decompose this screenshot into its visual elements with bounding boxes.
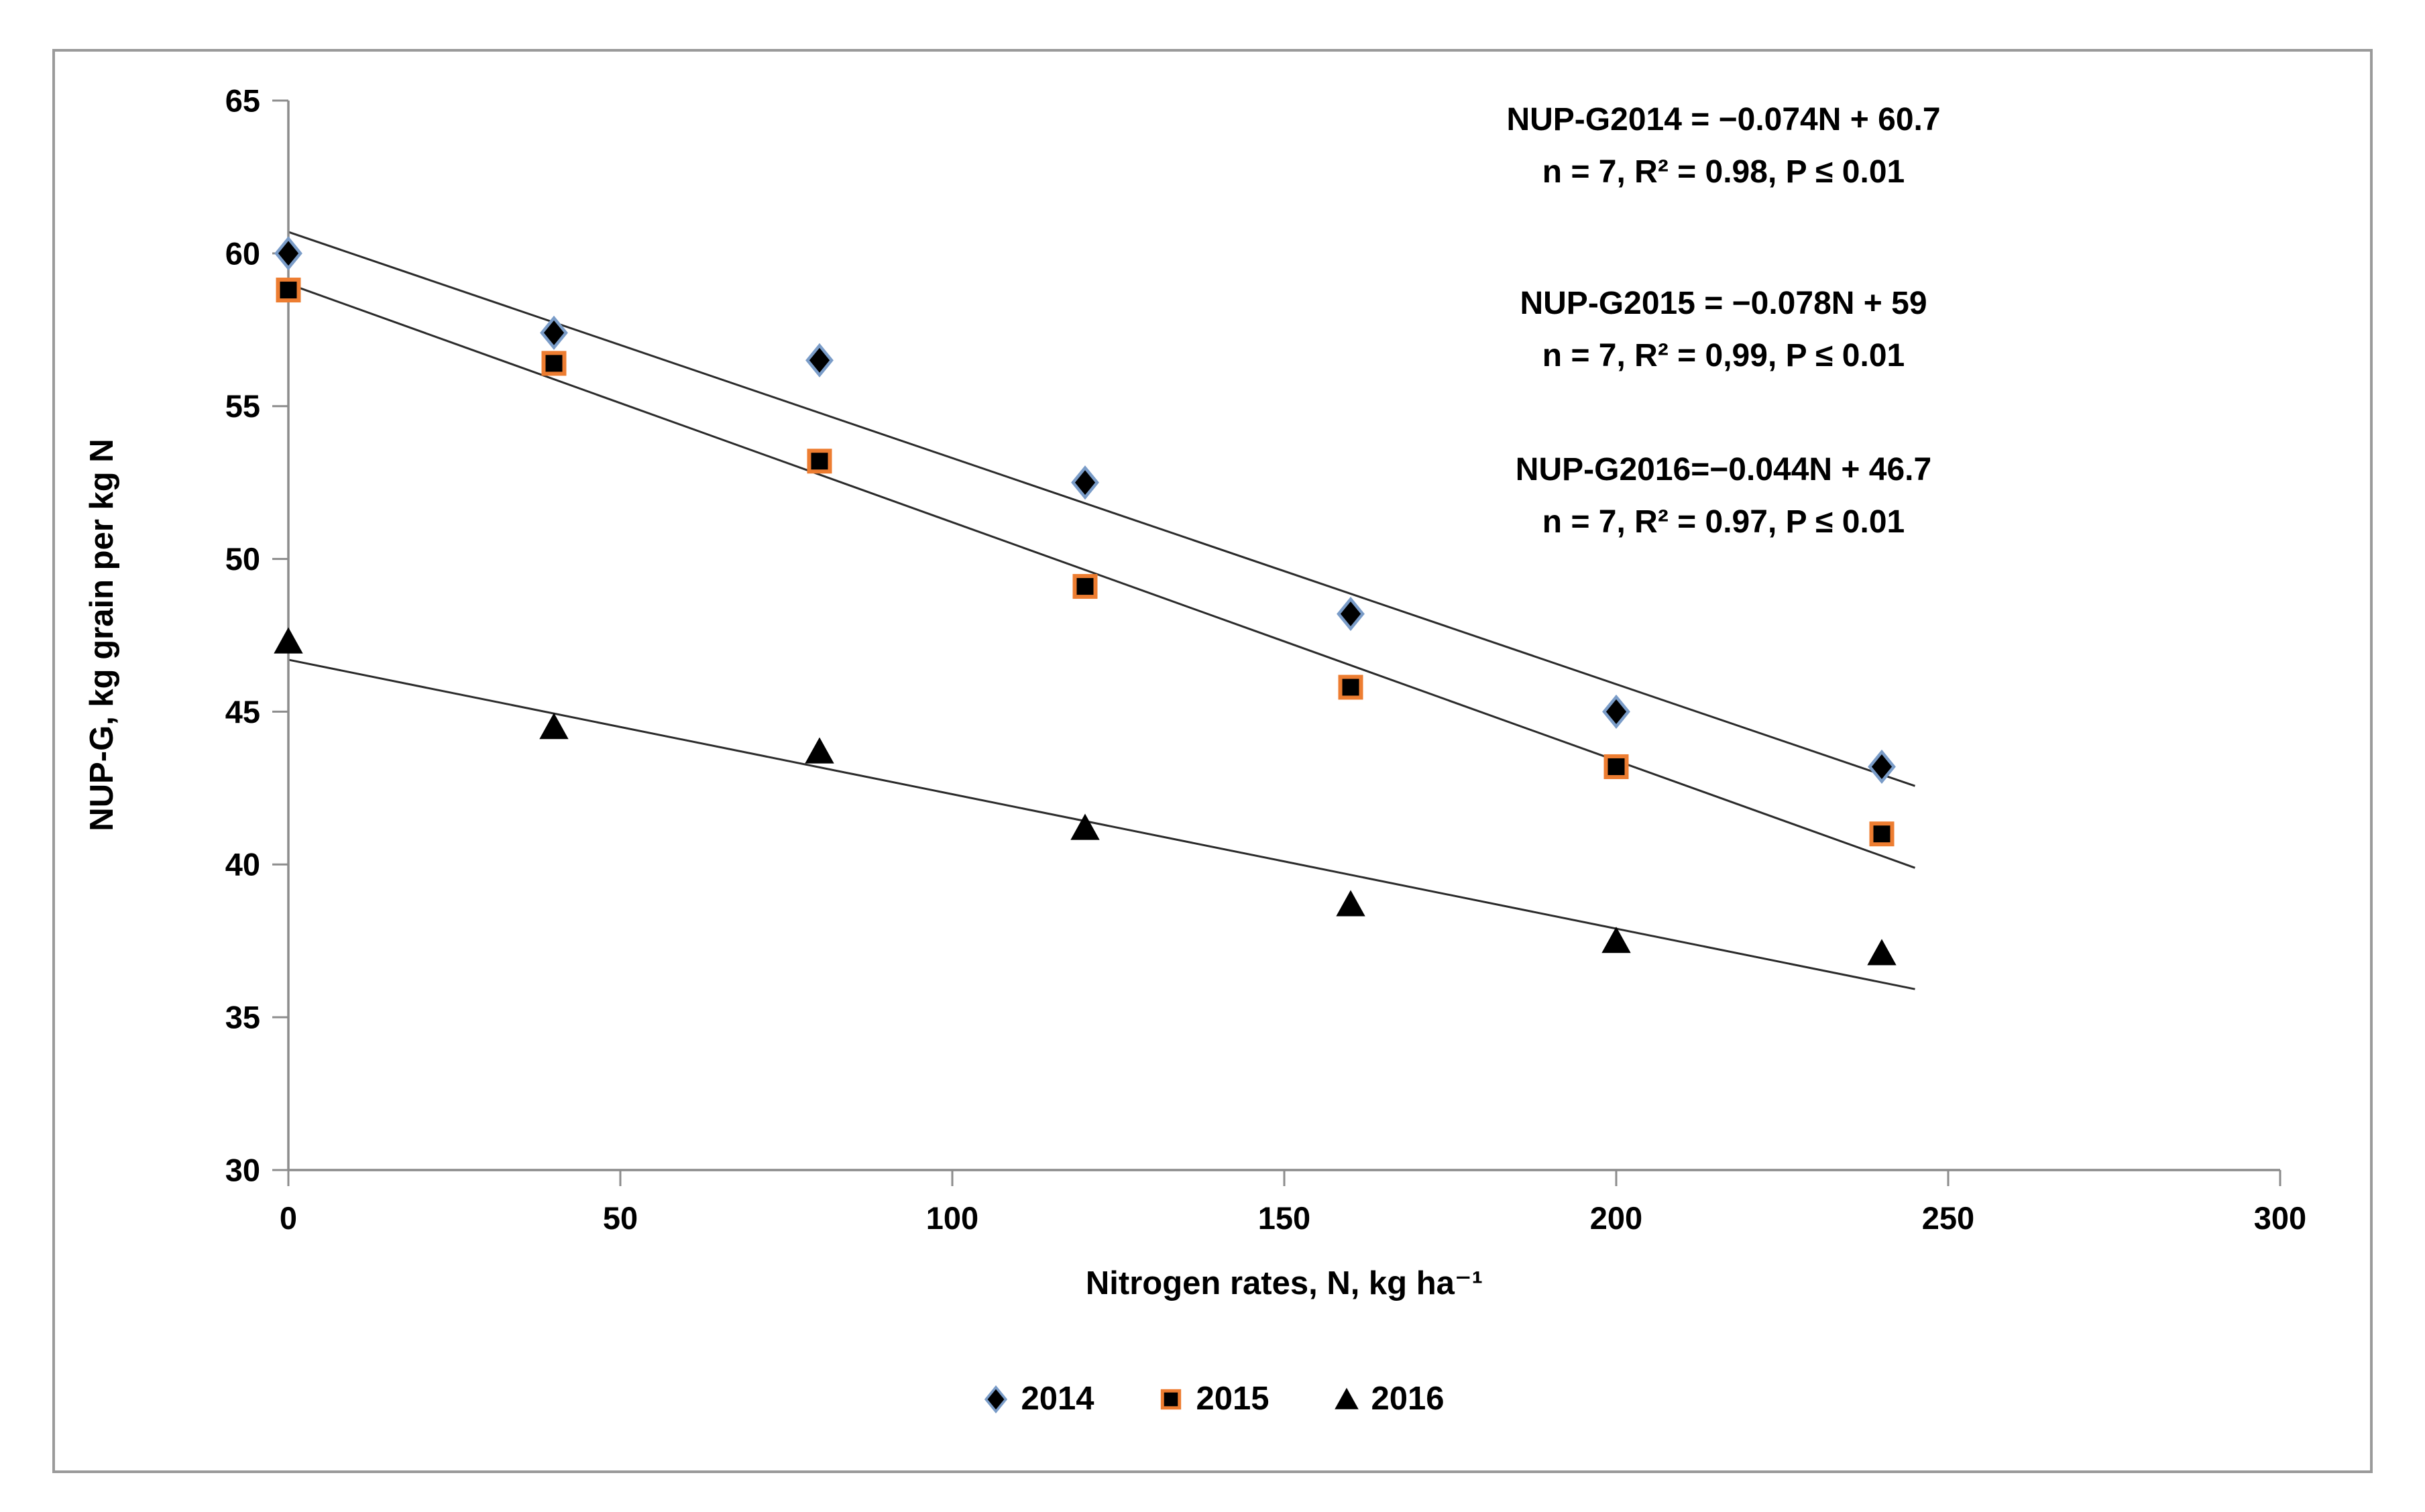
svg-text:300: 300 (2254, 1200, 2306, 1236)
svg-text:45: 45 (225, 694, 260, 730)
triangle-marker-icon (1334, 1387, 1359, 1409)
svg-text:55: 55 (225, 388, 260, 424)
svg-text:35: 35 (225, 1000, 260, 1035)
y-axis-title: NUP-G, kg grain per kg N (84, 439, 120, 831)
svg-text:150: 150 (1258, 1200, 1310, 1236)
svg-text:40: 40 (225, 847, 260, 882)
legend-item-2016: 2016 (1331, 1380, 1445, 1417)
equation-stats-line: n = 7, R² = 0.98, P ≤ 0.01 (1542, 154, 1905, 190)
legend-item-2015: 2015 (1155, 1380, 1270, 1417)
svg-text:200: 200 (1590, 1200, 1642, 1236)
chart-border-frame (52, 49, 2373, 1473)
legend-label: 2014 (1021, 1381, 1094, 1417)
svg-text:50: 50 (225, 541, 260, 577)
svg-text:60: 60 (225, 235, 260, 271)
svg-text:0: 0 (280, 1200, 297, 1236)
equation-stats-line: n = 7, R² = 0,99, P ≤ 0.01 (1542, 338, 1905, 373)
square-marker-icon (1161, 1389, 1182, 1410)
svg-text:50: 50 (603, 1200, 638, 1236)
legend: 2014 2015 2016 (52, 1380, 2373, 1417)
svg-text:65: 65 (225, 82, 260, 118)
svg-text:30: 30 (225, 1152, 260, 1187)
svg-text:250: 250 (1922, 1200, 1974, 1236)
legend-label: 2015 (1196, 1381, 1270, 1417)
equation-line: NUP-G2015 = −0.078N + 59 (1520, 286, 1927, 321)
legend-item-2014: 2014 (980, 1380, 1094, 1417)
equation-stats-line: n = 7, R² = 0.97, P ≤ 0.01 (1542, 504, 1905, 540)
equation-line: NUP-G2014 = −0.074N + 60.7 (1506, 102, 1941, 137)
equation-block-2015: NUP-G2015 = −0.078N + 59 n = 7, R² = 0,9… (1314, 278, 2133, 382)
x-axis-title: Nitrogen rates, N, kg ha⁻¹ (1085, 1265, 1483, 1301)
legend-label: 2016 (1371, 1381, 1445, 1417)
equation-line: NUP-G2016=−0.044N + 46.7 (1515, 452, 1932, 487)
svg-text:100: 100 (926, 1200, 978, 1236)
diamond-marker-icon (984, 1385, 1008, 1413)
equation-block-2016: NUP-G2016=−0.044N + 46.7 n = 7, R² = 0.9… (1314, 444, 2133, 548)
equation-annotations: NUP-G2014 = −0.074N + 60.7 n = 7, R² = 0… (1314, 94, 2133, 628)
equation-block-2014: NUP-G2014 = −0.074N + 60.7 n = 7, R² = 0… (1314, 94, 2133, 198)
